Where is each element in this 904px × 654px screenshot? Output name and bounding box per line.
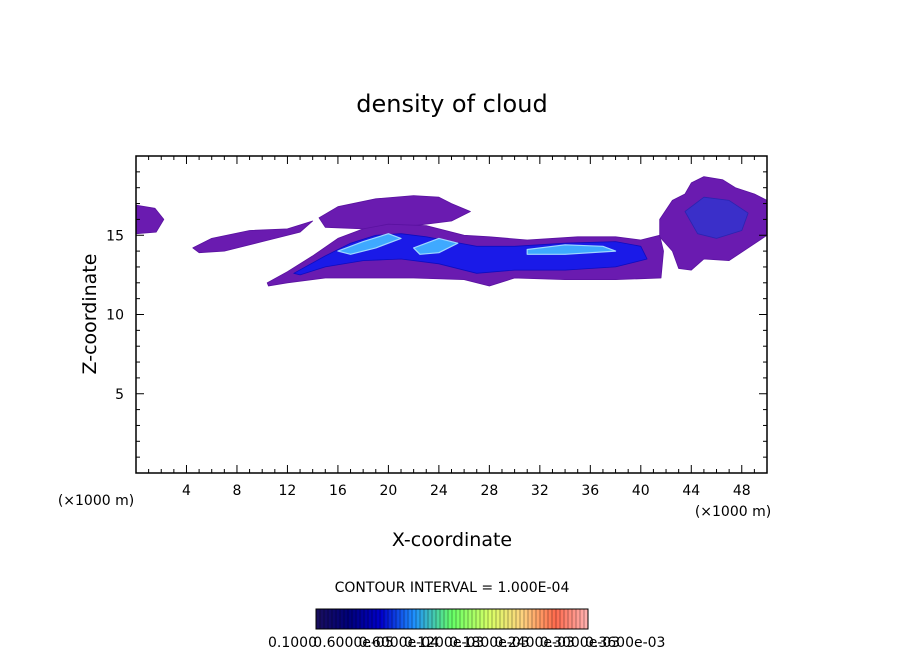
x-tick-label: 48	[733, 483, 751, 499]
x-tick-label: 4	[182, 483, 191, 499]
x-tick-label: 32	[531, 483, 549, 499]
x-axis-label: X-coordinate	[392, 529, 512, 551]
contour-region-left-edge-patch	[135, 204, 165, 235]
x-tick-label: 44	[682, 483, 700, 499]
x-tick-label: 24	[430, 483, 448, 499]
x-axis-ticks: 4 8 12 16 20 24 28 32 36 40 44 48	[148, 156, 755, 499]
x-tick-label: 28	[480, 483, 498, 499]
contour-region-right-edge-core	[684, 196, 749, 239]
colorbar-label: 0.2400e-03	[494, 635, 574, 651]
y-tick-label: 10	[106, 308, 124, 324]
x-tick-label: 8	[232, 483, 241, 499]
colorbar-label: 0.1200e-03	[404, 635, 484, 651]
contour-region-upper-cap	[318, 195, 471, 230]
colorbar-labels: 0.10000.6000e-050.6000e-040.1200e-030.18…	[268, 635, 665, 651]
y-tick-label: 15	[106, 228, 124, 244]
x-tick-label: 20	[379, 483, 397, 499]
chart-title: density of cloud	[356, 90, 547, 118]
x-tick-label: 16	[329, 483, 347, 499]
contour-region-core-streak-1	[337, 233, 402, 255]
colorbar-label: 0.3600e-03	[585, 635, 665, 651]
contour-regions	[135, 176, 768, 287]
y-axis-ticks: 5 10 15	[106, 171, 767, 458]
colorbar	[315, 608, 589, 630]
colorbar-label: 0.1800e-03	[449, 635, 529, 651]
x-unit-left: (×1000 m)	[58, 493, 134, 509]
x-unit-right: (×1000 m)	[695, 504, 771, 520]
contour-region-upper-left-streak	[192, 220, 314, 254]
x-tick-label: 36	[581, 483, 599, 499]
x-tick-label: 40	[632, 483, 650, 499]
colorbar-label: 0.6000e-05	[313, 635, 393, 651]
x-tick-label: 12	[279, 483, 297, 499]
contour-interval-label: CONTOUR INTERVAL = 1.000E-04	[335, 580, 570, 596]
y-axis-label: Z-coordinate	[79, 254, 101, 375]
contour-region-core-streak-3	[526, 244, 617, 255]
colorbar-label: 0.1000	[268, 635, 317, 651]
contour-region-core-streak-2	[413, 237, 459, 255]
colorbar-label: 0.3000e-03	[540, 635, 620, 651]
y-tick-label: 5	[115, 387, 124, 403]
colorbar-tick-lines	[319, 609, 585, 629]
colorbar-label: 0.6000e-04	[359, 635, 440, 651]
